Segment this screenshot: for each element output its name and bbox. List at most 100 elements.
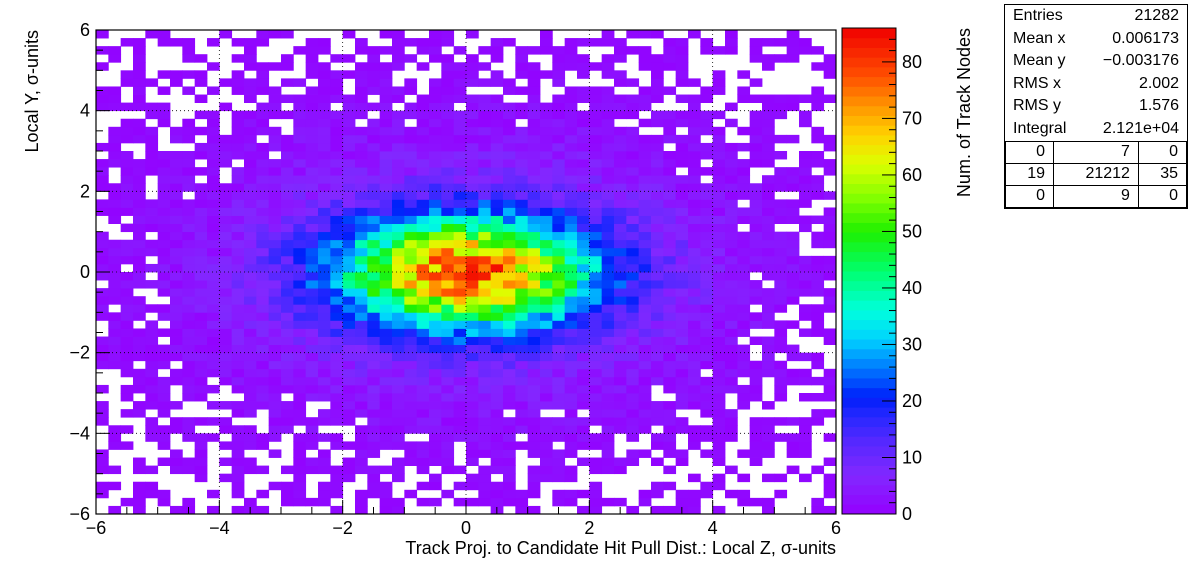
heatmap-cell [490,280,504,289]
heatmap-cell [786,38,800,47]
heatmap-cell [392,159,405,168]
heatmap-cell [774,304,788,313]
heatmap-cell [318,86,331,95]
heatmap-cell [638,368,652,378]
heatmap-cell [231,425,245,434]
heatmap-cell [392,344,405,354]
heatmap-cell [441,352,455,362]
heatmap-cell [293,126,307,136]
heatmap-cell [96,417,109,426]
heatmap-cell [207,272,220,281]
heatmap-cell [207,304,220,313]
heatmap-cell [466,255,479,265]
heatmap-cell [737,393,751,402]
heatmap-cell [330,481,344,491]
heatmap-cell [416,457,430,466]
color-scale-segment [842,445,896,457]
heatmap-cell [762,263,775,273]
heatmap-cell [96,175,109,184]
heatmap-cell [638,231,652,241]
heatmap-cell [416,263,430,273]
heatmap-cell [108,46,122,55]
heatmap-cell [614,296,627,305]
heatmap-cell [231,441,245,450]
heatmap-cell [133,46,146,55]
heatmap-cell [133,376,146,386]
heatmap-cell [688,247,701,257]
heatmap-cell [293,328,307,337]
heatmap-cell [799,110,812,120]
heatmap-cell [355,344,368,354]
stat-label: Entries [1013,7,1063,24]
heatmap-cell [416,247,430,257]
heatmap-cell [725,142,738,152]
heatmap-cell [515,360,529,370]
heatmap-cell [799,175,812,184]
heatmap-cell [207,183,220,192]
heatmap-cell [404,199,418,208]
heatmap-cell [256,304,270,313]
heatmap-cell [564,126,578,136]
heatmap-cell [194,384,208,394]
heatmap-cell [564,441,578,450]
heatmap-cell [281,481,294,491]
heatmap-cell [157,393,171,402]
heatmap-cell [219,142,233,152]
heatmap-cell [749,223,763,233]
heatmap-cell [453,247,467,257]
heatmap-cell [404,304,418,313]
heatmap-cell [651,199,664,208]
heatmap-cell [564,425,578,434]
heatmap-cell [466,247,479,257]
heatmap-cell [392,199,405,208]
heatmap-cell [675,449,689,458]
heatmap-cell [133,368,146,378]
heatmap-cell [564,376,578,386]
heatmap-cell [540,433,553,442]
heatmap-cell [318,102,331,112]
heatmap-cell [182,118,196,128]
color-scale-segment [842,397,896,408]
heatmap-cell [774,328,788,337]
heatmap-cell [799,118,812,128]
heatmap-cell [367,199,381,208]
heatmap-cell [626,167,640,176]
heatmap-cell [737,360,751,370]
heatmap-cell [355,280,368,289]
heatmap-cell [589,336,603,345]
heatmap-cell [601,449,615,458]
heatmap-cell [256,368,270,378]
heatmap-cell [441,441,455,450]
heatmap-cell [515,199,529,208]
heatmap-cell [737,231,751,241]
heatmap-cell [799,425,812,434]
heatmap-cell [281,360,294,370]
heatmap-cell [700,215,714,224]
heatmap-cell [762,102,775,112]
heatmap-cell [404,449,418,458]
heatmap-cell [157,344,171,354]
heatmap-cell [737,473,751,483]
heatmap-cell [577,94,590,103]
heatmap-cell [429,441,442,450]
heatmap-cell [305,86,319,95]
heatmap-cell [589,384,603,394]
heatmap-cell [614,167,627,176]
heatmap-cell [478,239,492,249]
heatmap-cell [182,46,196,55]
heatmap-cell [688,151,701,160]
heatmap-cell [268,159,282,168]
heatmap-cell [466,497,479,507]
heatmap-cell [540,191,553,200]
heatmap-cell [638,86,652,95]
heatmap-cell [540,151,553,160]
heatmap-cell [811,183,825,192]
heatmap-cell [527,336,541,345]
heatmap-cell [712,312,726,321]
heatmap-cell [293,441,307,450]
heatmap-cell [478,296,492,305]
heatmap-cell [379,384,393,394]
heatmap-cell [268,336,282,345]
heatmap-cell [799,368,812,378]
heatmap-cell [737,167,751,176]
